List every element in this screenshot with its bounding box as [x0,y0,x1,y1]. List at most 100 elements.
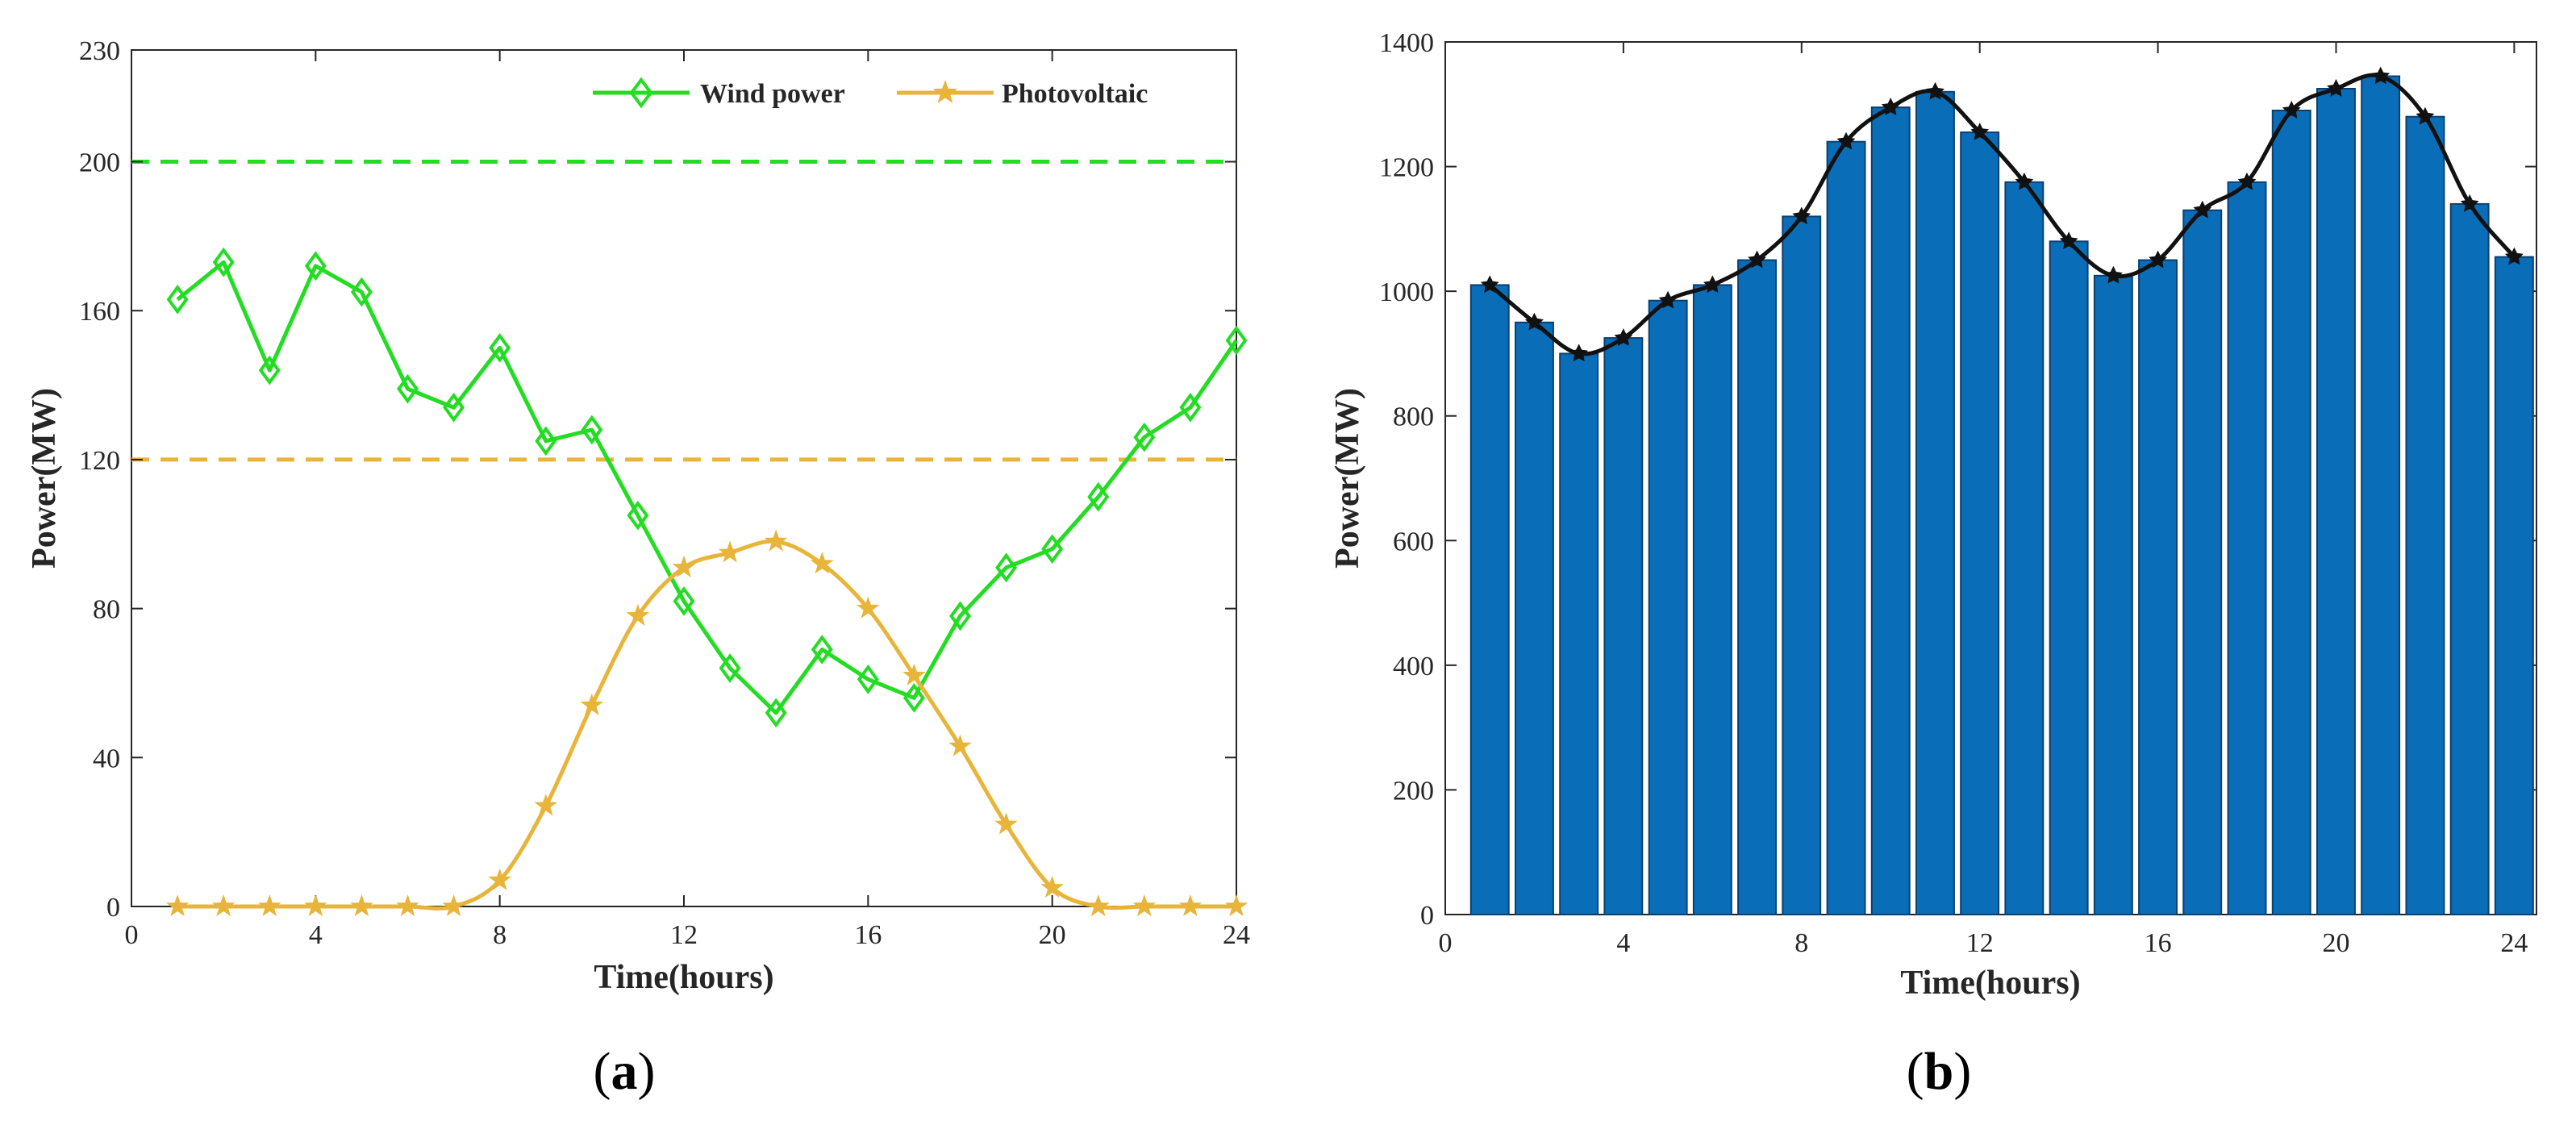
bar [2093,274,2133,915]
x-tick-label: 20 [1039,920,1066,950]
x-tick-label: 24 [2500,928,2528,958]
x-tick-label: 16 [854,920,882,950]
data-point-star [2149,250,2167,269]
data-point-star [764,529,788,552]
legend-entry-photovoltaic: Photovoltaic [897,79,1148,109]
data-point-star [1224,894,1248,917]
data-point-diamond [627,500,649,531]
data-point-star [902,663,926,686]
x-tick-label: 24 [1223,920,1250,950]
series-line [176,260,1239,715]
bar [1469,284,1510,915]
data-point-star [1658,290,1678,309]
data-point-star [2416,106,2435,125]
chart-a-series [165,247,1248,917]
y-tick-label: 1000 [1379,277,1434,307]
panel-letter-b: b [1924,1042,1954,1101]
data-point-star [396,894,419,917]
panel-letter-a: a [611,1042,638,1101]
data-point-diamond [949,601,971,631]
series-line [177,539,1236,911]
y-tick-label: 200 [79,148,120,178]
data-point-star [1569,344,1589,362]
data-point-diamond [443,392,465,423]
data-point-diamond [489,333,511,363]
data-point-star [1792,206,1811,225]
chart-b-line [1480,66,2524,362]
data-point-star [1836,131,1856,150]
bar [2449,202,2490,915]
chart-a-legend: Wind power Photovoltaic [593,77,1148,109]
data-point-star [2371,66,2391,85]
data-point-star [1040,875,1064,898]
bar [1692,284,1732,915]
chart-a-y-axis: 0 40 80 120 160 200 230 [79,36,1236,923]
x-tick-label: 20 [2322,928,2349,958]
data-point-star [948,734,972,756]
diamond-marker-icon [629,77,653,109]
data-point-star [672,555,696,577]
data-point-star [2059,231,2078,249]
y-tick-label: 600 [1393,527,1434,556]
data-point-diamond [350,277,373,307]
data-point-diamond [811,635,833,665]
bar [2494,256,2534,916]
panel-label-b: (b) [1907,1042,1972,1101]
data-point-star [488,868,511,890]
y-tick-label: 120 [79,446,120,476]
data-point-star [258,894,281,917]
data-point-star [1881,98,1900,115]
data-point-star [2104,265,2123,284]
data-point-star [2015,172,2034,190]
data-point-star [1525,312,1544,331]
bar [2182,209,2223,915]
data-point-diamond [902,683,925,713]
data-point-diamond [1133,422,1156,452]
data-point-star [304,894,327,917]
chart-a-x-axis-label: Time(hours) [594,959,773,996]
bar [1603,337,1644,916]
x-tick-label: 0 [1439,928,1453,958]
data-point-star [994,812,1018,835]
legend-label-wind-power: Wind power [700,79,845,109]
data-point-star [1614,328,1633,346]
x-tick-label: 8 [493,920,506,950]
bar [1960,131,2000,916]
data-point-star [350,894,373,917]
chart-a-plot-area [131,49,1237,907]
chart-a-y-axis-label: Power(MW) [26,388,63,569]
bar [1559,352,1599,915]
data-point-diamond [212,247,235,277]
y-tick-label: 800 [1393,402,1434,432]
data-point-star [1970,123,1990,140]
data-point-star [1178,894,1203,917]
y-tick-label: 0 [106,893,120,923]
bar [2138,259,2178,915]
chart-b: 0 200 400 600 800 1000 1200 1400 0 4 8 12 16 20 24 Ti… [1329,28,2537,1101]
data-point-star [2282,101,2301,119]
x-tick-label: 4 [1616,928,1630,958]
y-tick-label: 160 [79,297,120,327]
legend-label-photovoltaic: Photovoltaic [1002,79,1148,109]
data-point-star [1086,894,1110,917]
legend-entry-wind-power: Wind power [593,77,845,109]
data-point-star [1748,250,1766,269]
data-point-star [2327,79,2345,97]
data-point-diamond [673,586,695,616]
bar [2049,240,2089,915]
bar [1915,90,1955,916]
series-photovoltaic [165,529,1248,917]
data-point-star [2193,200,2212,219]
data-point-star [580,693,604,715]
y-tick-label: 1200 [1379,153,1434,183]
data-point-diamond [258,355,281,385]
data-point-diamond [535,426,557,456]
chart-b-y-axis-label: Power(MW) [1329,388,1366,569]
data-point-diamond [304,251,327,281]
data-point-diamond [1087,481,1110,512]
y-tick-label: 200 [1393,776,1434,806]
chart-a: 0 40 80 120 160 200 230 0 4 8 12 16 20 24 Wind power… [26,36,1250,1101]
data-point-star [1703,275,1722,294]
y-tick-label: 0 [1420,901,1434,931]
data-point-diamond [397,373,419,404]
